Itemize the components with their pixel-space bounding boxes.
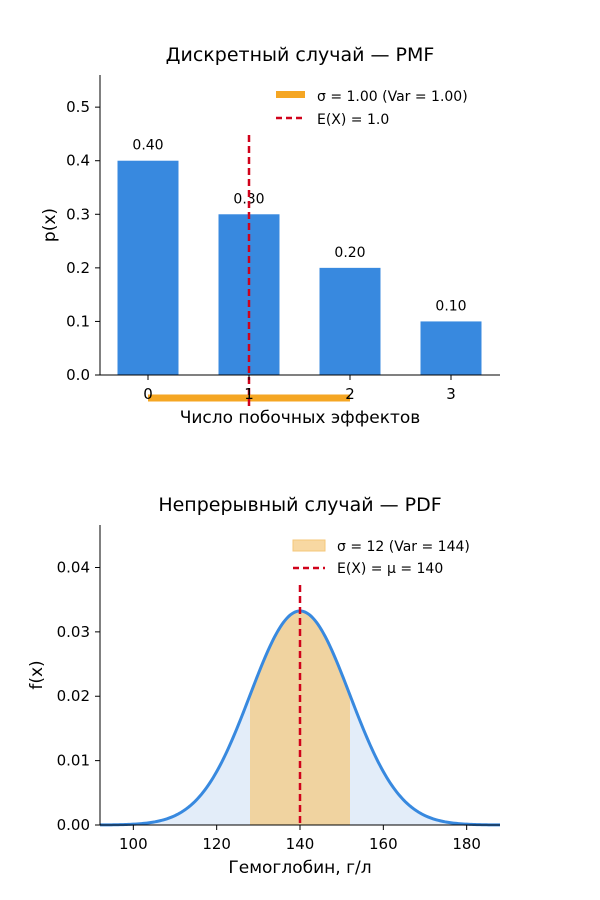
pmf-y-tick-label: 0.3 — [66, 205, 90, 223]
pdf-legend-mean-label: E(X) = μ = 140 — [337, 561, 443, 577]
pdf-y-tick-label: 0.02 — [57, 687, 90, 705]
pdf-x-tick-label: 180 — [452, 835, 481, 853]
pmf-chart: Дискретный случай — PMF 0.400.300.200.10… — [40, 44, 500, 428]
pdf-y-tick-label: 0.01 — [57, 752, 90, 770]
pmf-value-label: 0.10 — [435, 298, 466, 314]
pmf-bar — [319, 267, 381, 375]
pdf-y-tick-label: 0.03 — [57, 623, 90, 641]
pmf-legend: σ = 1.00 (Var = 1.00) E(X) = 1.0 — [276, 89, 468, 128]
pmf-x-tick-label: 3 — [446, 385, 456, 403]
pmf-y-ticks: 0.0 0.1 0.2 0.3 0.4 0.5 — [66, 98, 100, 384]
pmf-legend-mean-label: E(X) = 1.0 — [317, 112, 389, 128]
pmf-x-ticks: 0 1 2 3 — [143, 375, 456, 403]
pmf-bars — [117, 160, 482, 375]
pdf-title: Непрерывный случай — PDF — [158, 494, 441, 516]
pdf-y-tick-label: 0.00 — [57, 816, 90, 834]
pmf-x-tick-label: 1 — [244, 385, 254, 403]
pmf-value-label: 0.40 — [132, 138, 163, 154]
pmf-overlays — [148, 135, 350, 408]
pdf-y-axis-label: f(x) — [27, 660, 47, 689]
pdf-legend: σ = 12 (Var = 144) E(X) = μ = 140 — [292, 539, 470, 577]
pdf-x-tick-label: 140 — [286, 835, 315, 853]
pmf-value-labels: 0.40 0.30 0.20 0.10 — [132, 138, 466, 315]
pmf-x-axis-label: Число побочных эффектов — [180, 408, 421, 428]
pmf-y-tick-label: 0.4 — [66, 152, 90, 170]
pdf-chart: Непрерывный случай — PDF 0.000.010.020.0… — [27, 494, 501, 878]
pmf-y-axis-label: p(x) — [40, 208, 60, 242]
pmf-y-tick-label: 0.5 — [66, 98, 90, 116]
pmf-value-label: 0.30 — [233, 191, 264, 207]
pmf-x-tick-label: 2 — [345, 385, 355, 403]
pdf-legend-sigma-swatch — [292, 539, 326, 552]
pdf-x-tick-label: 120 — [202, 835, 231, 853]
pdf-x-tick-label: 160 — [369, 835, 398, 853]
pdf-x-tick-label: 100 — [119, 835, 148, 853]
pmf-value-label: 0.20 — [334, 245, 365, 261]
pdf-x-axis-label: Гемоглобин, г/л — [228, 858, 371, 878]
pmf-y-tick-label: 0.2 — [66, 259, 90, 277]
pmf-legend-sigma-swatch — [276, 91, 305, 98]
pmf-title: Дискретный случай — PMF — [166, 44, 435, 66]
pmf-legend-sigma-label: σ = 1.00 (Var = 1.00) — [317, 89, 468, 105]
pmf-x-tick-label: 0 — [143, 385, 153, 403]
pdf-y-ticks: 0.00 0.01 0.02 0.03 0.04 — [57, 558, 100, 834]
pmf-y-tick-label: 0.0 — [66, 366, 90, 384]
pmf-y-tick-label: 0.1 — [66, 312, 90, 330]
pdf-x-ticks: 100 120 140 160 180 — [119, 825, 481, 853]
pmf-bar — [117, 160, 179, 375]
pmf-bar — [420, 321, 482, 375]
pdf-legend-sigma-label: σ = 12 (Var = 144) — [337, 539, 470, 555]
pdf-y-tick-label: 0.04 — [57, 558, 90, 576]
